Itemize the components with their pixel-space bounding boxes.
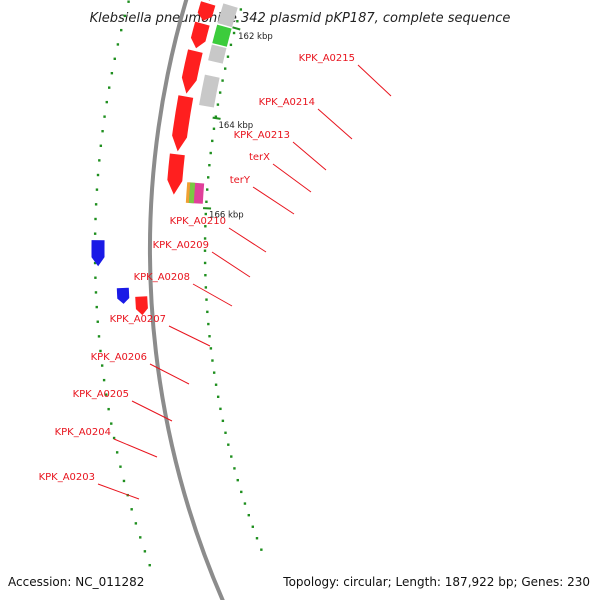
gene-label: terX: [249, 152, 270, 163]
gene-label: KPK_A0210: [170, 216, 226, 227]
leader-line: [192, 283, 233, 307]
gene-a0210: [208, 0, 211, 1]
gene-labels: KPK_A0215 KPK_A0214 KPK_A0213 terX terY KPK_A…: [39, 53, 355, 483]
gene-a0214: [172, 95, 194, 152]
scale-tick: [212, 116, 221, 120]
gene-label: KPK_A0204: [55, 427, 111, 438]
gene-label: KPK_A0208: [134, 272, 190, 283]
gene-label: KPK_A0209: [153, 240, 209, 251]
outer-dot-track: [93, 0, 151, 567]
gene-blue-top-2: [116, 287, 130, 304]
leader-line: [149, 363, 190, 385]
gene-gray-3: [199, 74, 220, 108]
leader-line: [272, 163, 312, 193]
gene-a0215: [167, 153, 185, 195]
gene-label: terY: [230, 175, 251, 186]
leader-line: [131, 400, 173, 422]
leader-line: [228, 227, 267, 253]
gene-gray-2: [208, 44, 227, 64]
gene-label: KPK_A0205: [73, 389, 129, 400]
gene-multi-3: [185, 182, 191, 203]
map-title: Klebsiella pneumoniae 342 plasmid pKP187…: [90, 11, 511, 26]
scale-tick-label: 166 kbp: [209, 211, 244, 221]
leader-line: [168, 325, 211, 347]
leader-line: [252, 186, 295, 215]
gene-label: KPK_A0207: [110, 314, 166, 325]
gene-green: [212, 24, 232, 47]
gene-red-top: [135, 296, 148, 316]
leader-line: [317, 108, 353, 140]
gene-multi-2: [188, 182, 196, 204]
gene-a0213: [181, 49, 203, 94]
gene-tery: [197, 1, 216, 21]
scale-tick-label: 162 kbp: [238, 32, 273, 42]
gene-label: KPK_A0203: [39, 472, 95, 483]
leader-line: [292, 141, 327, 171]
leader-line: [97, 483, 140, 500]
gene-label: KPK_A0214: [259, 97, 315, 108]
accession-text: Accession: NC_011282: [8, 575, 144, 589]
gene-blue-top: [91, 240, 105, 267]
gene-terx: [190, 21, 210, 49]
gene-label: KPK_A0206: [91, 352, 147, 363]
gene-gray-1: [217, 3, 238, 28]
inner-dot-track: [203, 8, 263, 551]
leader-line: [357, 64, 392, 97]
scale-tick-label: 164 kbp: [219, 121, 254, 131]
scale-tick: [232, 26, 241, 31]
gene-label: KPK_A0215: [299, 53, 355, 64]
gc-dot-tracks: [93, 0, 263, 567]
gene-features: [91, 0, 238, 316]
summary-text: Topology: circular; Length: 187,922 bp; …: [282, 575, 590, 589]
label-leader-lines: [97, 64, 392, 500]
leader-line: [113, 438, 158, 458]
gene-label: KPK_A0213: [234, 130, 290, 141]
leader-line: [211, 251, 251, 278]
plasmid-backbone: [148, 0, 225, 600]
